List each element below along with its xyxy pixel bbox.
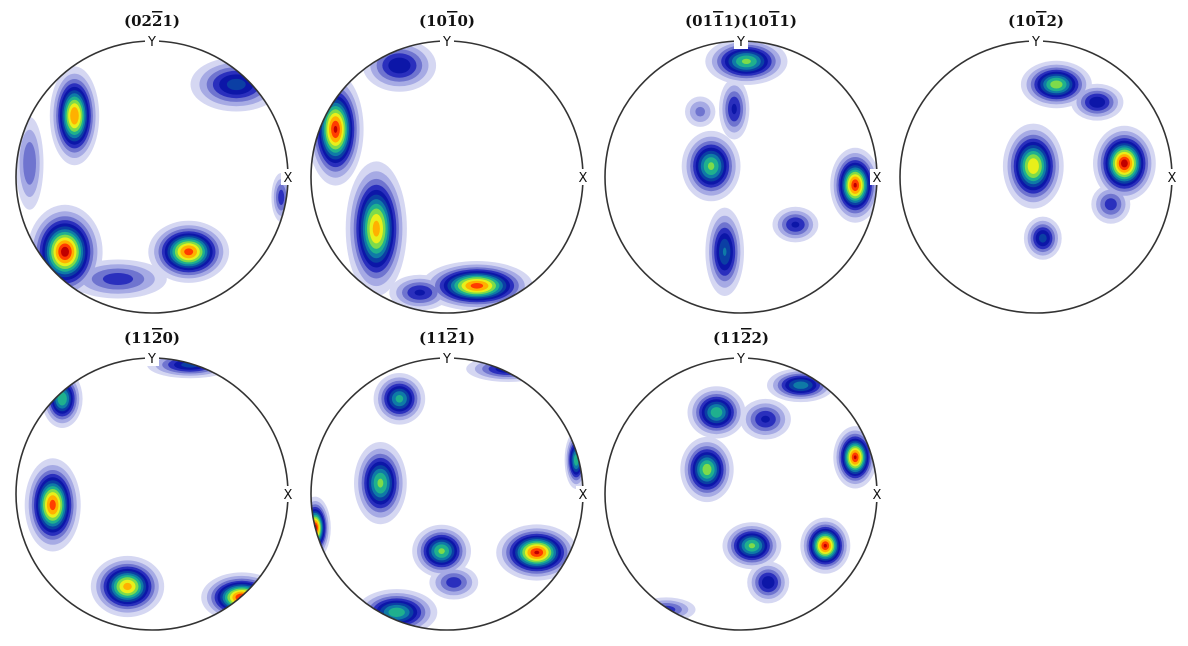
svg-text:X: X xyxy=(284,488,293,503)
density-contour xyxy=(388,57,411,74)
y-axis-label: Y xyxy=(1029,33,1043,50)
pole-figure-panel: (0221) Y X xyxy=(15,12,295,314)
density-contour xyxy=(761,576,775,589)
density-contour xyxy=(748,543,756,549)
panel-title: (1010) xyxy=(419,12,475,30)
svg-text:X: X xyxy=(579,488,588,503)
pole-figure-panel: (1121) Y X xyxy=(310,329,590,631)
y-axis-label: Y xyxy=(145,350,159,367)
panel-title: (1121) xyxy=(419,329,475,347)
density-contour xyxy=(761,415,770,423)
x-axis-label: X xyxy=(281,169,295,186)
density-contour xyxy=(722,247,727,256)
x-axis-label: X xyxy=(576,486,590,503)
svg-text:Y: Y xyxy=(147,352,156,367)
density-contour xyxy=(853,182,857,188)
svg-text:Y: Y xyxy=(147,35,156,50)
density-contour xyxy=(695,106,705,117)
y-axis-label: Y xyxy=(440,350,454,367)
density-contour xyxy=(395,395,404,403)
density-contour xyxy=(333,125,338,133)
density-contour xyxy=(372,220,380,237)
density-contours xyxy=(311,358,583,630)
density-contour xyxy=(1089,96,1106,108)
svg-text:Y: Y xyxy=(442,352,451,367)
x-axis-label: X xyxy=(576,169,590,186)
panel-title: (1122) xyxy=(713,329,769,347)
density-contour xyxy=(702,463,712,476)
pole-figure-panel: (1012) Y X xyxy=(899,12,1179,314)
density-contour xyxy=(226,78,246,91)
density-contour xyxy=(102,273,134,285)
svg-text:X: X xyxy=(284,171,293,186)
density-contour xyxy=(61,246,69,257)
svg-text:X: X xyxy=(873,488,882,503)
density-contour xyxy=(23,142,36,185)
density-contour xyxy=(184,248,194,256)
x-axis-label: X xyxy=(281,486,295,503)
x-axis-label: X xyxy=(870,486,884,503)
density-contour xyxy=(438,548,445,554)
density-contour xyxy=(707,162,715,171)
density-contours xyxy=(311,41,583,313)
density-contour xyxy=(791,221,800,228)
pole-figure-panel: (1120) Y X xyxy=(15,329,295,631)
density-contours xyxy=(900,41,1172,313)
density-contour xyxy=(414,289,425,296)
density-contour xyxy=(741,58,751,64)
density-contours xyxy=(605,358,877,630)
pole-figure-panel: (1010) Y X xyxy=(310,12,590,314)
density-contours xyxy=(16,41,288,313)
panel-title: (1120) xyxy=(124,329,180,347)
density-contour xyxy=(710,407,723,418)
svg-text:X: X xyxy=(1168,171,1177,186)
svg-text:Y: Y xyxy=(1031,35,1040,50)
density-contour xyxy=(70,107,79,125)
density-contour xyxy=(534,550,540,555)
panel-title: (0111)(1011) xyxy=(685,12,797,30)
y-axis-label: Y xyxy=(145,33,159,50)
density-background xyxy=(16,358,288,630)
svg-text:X: X xyxy=(873,171,882,186)
svg-text:Y: Y xyxy=(736,35,745,50)
density-contour xyxy=(1038,233,1047,243)
panel-title: (1012) xyxy=(1008,12,1064,30)
density-background xyxy=(605,41,877,313)
density-contours xyxy=(16,358,288,630)
pole-figure-panel: (0111)(1011) Y X xyxy=(604,12,884,314)
density-contour xyxy=(853,455,857,460)
panel-title: (0221) xyxy=(124,12,180,30)
density-contour xyxy=(446,577,462,588)
density-contour xyxy=(278,189,285,205)
x-axis-label: X xyxy=(1165,169,1179,186)
y-axis-label: Y xyxy=(440,33,454,50)
density-contour xyxy=(793,381,809,389)
density-contour xyxy=(1121,159,1128,168)
density-contour xyxy=(731,103,737,115)
svg-text:X: X xyxy=(579,171,588,186)
density-contour xyxy=(388,607,405,617)
density-contour xyxy=(823,543,827,548)
y-axis-label: Y xyxy=(734,350,748,367)
y-axis-label: Y xyxy=(734,33,748,50)
svg-text:Y: Y xyxy=(736,352,745,367)
density-contour xyxy=(49,499,56,511)
svg-text:Y: Y xyxy=(442,35,451,50)
density-contours xyxy=(605,41,877,313)
density-contour xyxy=(470,283,484,289)
x-axis-label: X xyxy=(870,169,884,186)
density-contour xyxy=(1104,198,1117,211)
density-contour xyxy=(123,582,132,591)
pole-figure-panel: (1122) Y X xyxy=(604,329,884,631)
density-contour xyxy=(1027,158,1039,175)
density-contour xyxy=(377,478,384,488)
density-contour xyxy=(1050,80,1063,89)
density-contour xyxy=(57,392,67,406)
